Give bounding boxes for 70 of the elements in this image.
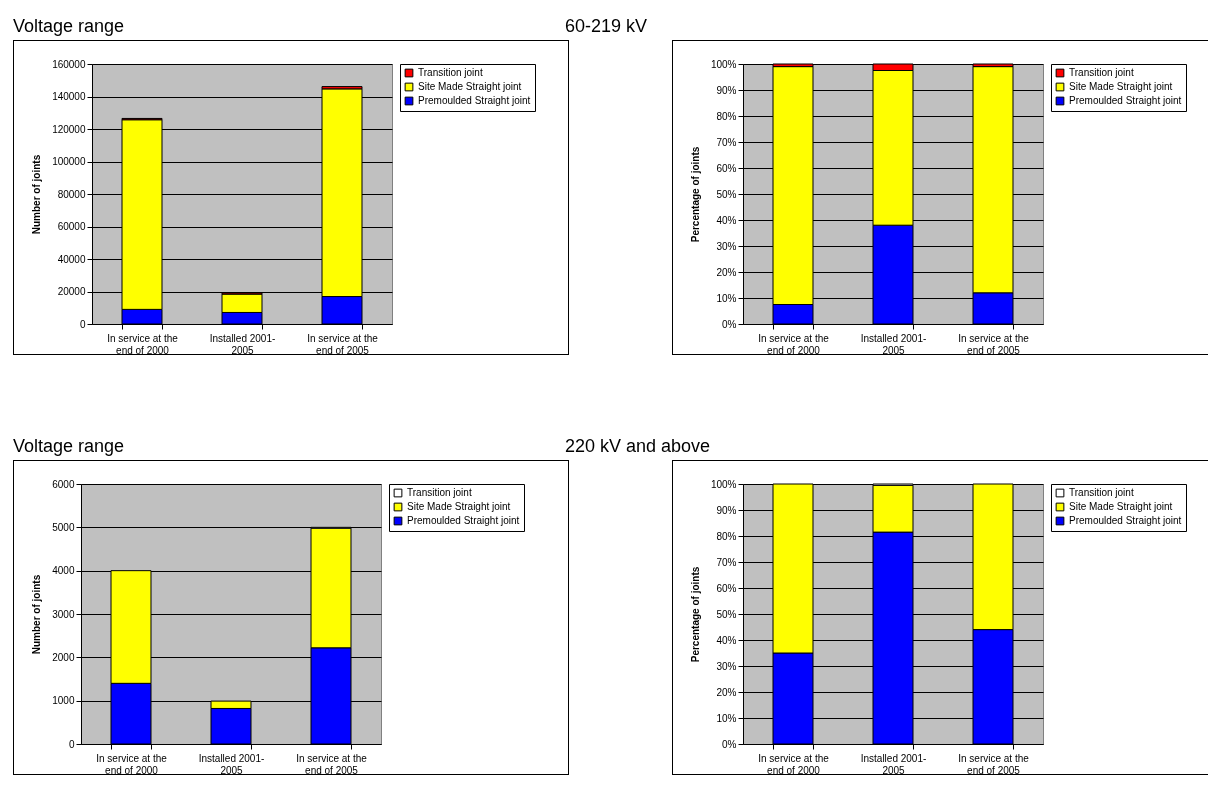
y-tick-label: 80000 [57, 188, 86, 200]
legend-label: Transition joint [1069, 487, 1134, 498]
y-tick-label: 100% [710, 478, 737, 490]
x-tick-label: Installed 2001- 2005 [209, 332, 276, 356]
y-axis-title: Number of joints [31, 574, 43, 655]
y-tick-label: 30% [716, 660, 737, 672]
x-tick-label: Installed 2001- 2005 [860, 752, 927, 776]
y-tick-label: 5000 [52, 521, 75, 533]
legend-label: Transition joint [418, 67, 483, 78]
legend-label: Premoulded Straight joint [418, 95, 531, 106]
x-tick-label: In service at the end of 2005 [296, 752, 368, 776]
y-tick-label: 1000 [52, 695, 75, 707]
y-tick-label: 70% [716, 136, 737, 148]
y-tick-label: 20000 [57, 286, 86, 297]
legend-label: Premoulded Straight joint [1069, 515, 1182, 526]
legend-label: Premoulded Straight joint [407, 515, 520, 526]
y-axis-title: Number of joints [31, 154, 43, 235]
chart-title: Voltage range [13, 436, 125, 456]
legend-label: Site Made Straight joint [407, 501, 511, 512]
y-tick-label: 80% [716, 110, 737, 122]
y-tick-label: 60% [716, 162, 737, 174]
y-tick-label: 10% [716, 292, 737, 304]
x-tick-label: In service at the end of 2000 [107, 332, 179, 356]
legend-label: Site Made Straight joint [1069, 501, 1173, 512]
y-tick-label: 3000 [52, 608, 75, 620]
y-tick-label: 20% [716, 266, 737, 278]
y-tick-label: 30% [716, 240, 737, 252]
x-tick-label: Installed 2001- 2005 [860, 332, 927, 356]
legend-label: Transition joint [407, 487, 472, 498]
y-tick-label: 0 [79, 318, 86, 330]
x-tick-label: Installed 2001- 2005 [198, 752, 265, 776]
y-tick-label: 2000 [52, 651, 75, 663]
y-tick-label: 0 [68, 738, 75, 750]
y-tick-label: 40% [716, 214, 737, 226]
x-tick-label: In service at the end of 2000 [96, 752, 168, 776]
y-tick-label: 140000 [52, 91, 86, 102]
y-axis-title: Percentage of joints [689, 146, 701, 243]
y-tick-label: 90% [716, 84, 737, 96]
y-tick-label: 120000 [52, 123, 86, 135]
legend-label: Transition joint [1069, 67, 1134, 78]
y-tick-label: 0% [722, 738, 737, 750]
x-tick-label: In service at the end of 2005 [958, 752, 1030, 776]
y-tick-label: 6000 [52, 478, 75, 490]
y-tick-label: 100000 [52, 156, 86, 167]
legend-label: Site Made Straight joint [418, 81, 522, 92]
y-tick-label: 4000 [52, 565, 75, 577]
y-tick-label: 70% [716, 556, 737, 568]
x-tick-label: In service at the end of 2000 [758, 752, 830, 776]
y-tick-label: 0% [722, 318, 737, 330]
y-tick-label: 60% [716, 582, 737, 594]
legend-label: Premoulded Straight joint [1069, 95, 1182, 106]
x-tick-label: In service at the end of 2005 [307, 332, 379, 356]
y-axis-title: Percentage of joints [689, 566, 701, 663]
y-tick-label: 50% [716, 608, 737, 620]
x-tick-label: In service at the end of 2005 [958, 332, 1030, 356]
y-tick-label: 40% [716, 634, 737, 646]
x-tick-label: In service at the end of 2000 [758, 332, 830, 356]
y-tick-label: 100% [710, 58, 737, 70]
chart-title: 60-219 kV [565, 15, 649, 38]
y-tick-label: 60000 [57, 221, 86, 232]
y-tick-label: 160000 [52, 58, 86, 70]
y-tick-label: 40000 [57, 253, 86, 265]
y-tick-label: 20% [716, 686, 737, 698]
y-tick-label: 90% [716, 504, 737, 516]
y-tick-label: 80% [716, 530, 737, 542]
legend-label: Site Made Straight joint [1069, 81, 1173, 92]
y-tick-label: 10% [716, 712, 737, 724]
chart-title: 220 kV and above [565, 435, 712, 458]
chart-title: Voltage range [13, 16, 125, 36]
y-tick-label: 50% [716, 188, 737, 200]
